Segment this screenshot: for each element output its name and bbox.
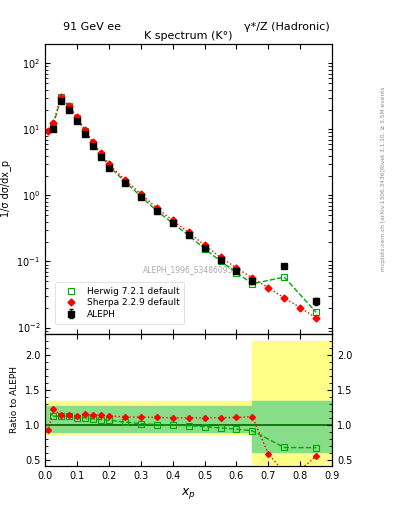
Herwig 7.2.1 default: [59, 94, 64, 100]
Sherpa 2.2.9 default: [123, 177, 127, 183]
Herwig 7.2.1 default: [314, 309, 318, 315]
Herwig 7.2.1 default: [99, 152, 103, 158]
Sherpa 2.2.9 default: [75, 114, 79, 120]
Sherpa 2.2.9 default: [266, 285, 271, 291]
Herwig 7.2.1 default: [138, 193, 143, 199]
Sherpa 2.2.9 default: [107, 161, 111, 167]
Sherpa 2.2.9 default: [234, 265, 239, 271]
Y-axis label: 1/σ dσ/dx_p: 1/σ dσ/dx_p: [0, 160, 11, 217]
Sherpa 2.2.9 default: [314, 315, 318, 321]
Sherpa 2.2.9 default: [298, 305, 303, 311]
Text: γ*/Z (Hadronic): γ*/Z (Hadronic): [244, 22, 330, 32]
Text: 91 GeV ee: 91 GeV ee: [63, 22, 121, 32]
Sherpa 2.2.9 default: [91, 139, 95, 145]
Bar: [252, 341, 332, 464]
Herwig 7.2.1 default: [123, 179, 127, 185]
Sherpa 2.2.9 default: [59, 94, 64, 100]
Sherpa 2.2.9 default: [154, 205, 159, 211]
Line: Sherpa 2.2.9 default: Sherpa 2.2.9 default: [46, 95, 319, 321]
Herwig 7.2.1 default: [107, 163, 111, 169]
Bar: [252, 400, 332, 452]
Legend: Herwig 7.2.1 default, Sherpa 2.2.9 default, ALEPH: Herwig 7.2.1 default, Sherpa 2.2.9 defau…: [55, 282, 184, 324]
Herwig 7.2.1 default: [282, 274, 286, 280]
Herwig 7.2.1 default: [234, 269, 239, 275]
Sherpa 2.2.9 default: [218, 254, 223, 260]
X-axis label: $x_p$: $x_p$: [181, 486, 196, 501]
Bar: [45, 400, 252, 434]
Herwig 7.2.1 default: [218, 258, 223, 264]
Herwig 7.2.1 default: [83, 128, 87, 134]
Text: Rivet 3.1.10, ≥ 3.5M events: Rivet 3.1.10, ≥ 3.5M events: [381, 87, 386, 169]
Herwig 7.2.1 default: [250, 281, 255, 287]
Herwig 7.2.1 default: [154, 208, 159, 214]
Sherpa 2.2.9 default: [282, 295, 286, 301]
Herwig 7.2.1 default: [75, 115, 79, 121]
Herwig 7.2.1 default: [170, 220, 175, 226]
Bar: [45, 406, 252, 432]
Title: K spectrum (K°): K spectrum (K°): [144, 31, 233, 41]
Sherpa 2.2.9 default: [67, 103, 72, 109]
Sherpa 2.2.9 default: [51, 120, 55, 126]
Sherpa 2.2.9 default: [46, 128, 51, 134]
Sherpa 2.2.9 default: [138, 190, 143, 197]
Sherpa 2.2.9 default: [83, 127, 87, 133]
Text: mcplots.cern.ch [arXiv:1306.3436]: mcplots.cern.ch [arXiv:1306.3436]: [381, 169, 386, 271]
Herwig 7.2.1 default: [202, 245, 207, 251]
Herwig 7.2.1 default: [91, 140, 95, 146]
Herwig 7.2.1 default: [51, 122, 55, 129]
Sherpa 2.2.9 default: [186, 229, 191, 236]
Sherpa 2.2.9 default: [99, 150, 103, 156]
Herwig 7.2.1 default: [67, 103, 72, 109]
Text: ALEPH_1996_S3486095: ALEPH_1996_S3486095: [143, 266, 234, 274]
Y-axis label: Ratio to ALEPH: Ratio to ALEPH: [10, 367, 19, 434]
Herwig 7.2.1 default: [186, 232, 191, 239]
Sherpa 2.2.9 default: [250, 275, 255, 281]
Sherpa 2.2.9 default: [202, 242, 207, 248]
Line: Herwig 7.2.1 default: Herwig 7.2.1 default: [50, 94, 320, 316]
Sherpa 2.2.9 default: [170, 217, 175, 223]
